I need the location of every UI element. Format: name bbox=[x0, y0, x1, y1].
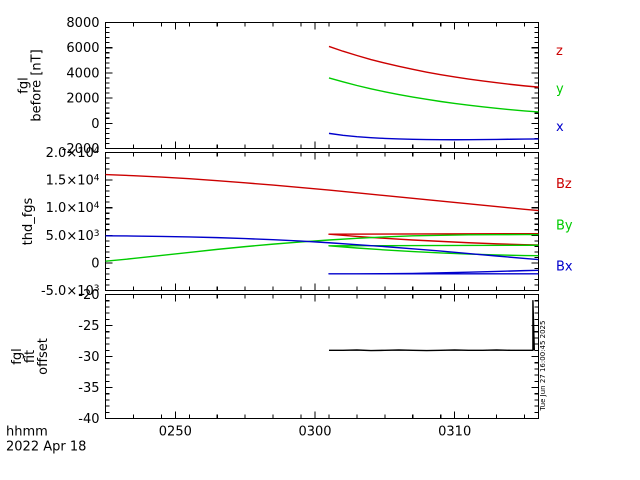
panel-thd-fgs-ylabel: thd_fgs bbox=[21, 197, 36, 245]
panel-fgl-fit-offset-ytick-label: -25 bbox=[78, 319, 99, 334]
panel-fgl-before-ytick-label: -2000 bbox=[62, 142, 100, 157]
panel-fgl-before-ylabel: before [nT] bbox=[30, 49, 45, 121]
panel-fgl-fit-offset-ytick-label: -35 bbox=[78, 381, 99, 396]
panel-fgl-before-series-group bbox=[328, 45, 539, 141]
panel-fgl-before-ytick-label: 2000 bbox=[66, 92, 99, 107]
xaxis-tick-label: 0310 bbox=[438, 425, 471, 440]
panel-fgl-fit-offset-ytick-label: -30 bbox=[78, 350, 99, 365]
panel-thd-fgs-ytick-label: 1.5×104 bbox=[46, 174, 100, 189]
panel-thd-fgs-series-group bbox=[105, 173, 539, 275]
panel-fgl-fit-offset-series-group bbox=[328, 300, 536, 352]
panel-fgl-before-series-x bbox=[328, 132, 539, 141]
panel-fgl-fit-offset-ylabel: fgl bbox=[10, 348, 25, 364]
panel-fgl-before-legend-y: y bbox=[556, 82, 564, 97]
panel-thd-fgs-series-bx bbox=[105, 235, 539, 275]
panel-thd-fgs-legend-bx: Bx bbox=[556, 260, 573, 275]
panel-fgl-before-legend-x: x bbox=[556, 120, 564, 135]
panel-fgl-fit-offset-frame bbox=[104, 293, 540, 420]
panel-fgl-fit-offset-ytick-label: -40 bbox=[78, 412, 99, 427]
panel-fgl-fit-offset-ylabel: offset bbox=[36, 338, 51, 375]
panel-thd-fgs-series-bz bbox=[105, 173, 539, 246]
generation-timestamp: Tue Jun 27 16:00:45 2025 bbox=[539, 321, 547, 412]
panel-fgl-fit-offset-series-fgl-fit-offset bbox=[328, 300, 536, 352]
panel-thd-fgs-ytick-label: 1.0×104 bbox=[46, 201, 100, 216]
panel-thd-fgs-ytick-label: 0 bbox=[91, 256, 99, 271]
panel-thd-fgs-ytick-label: -5.0×103 bbox=[41, 284, 100, 299]
xaxis-date-label: 2022 Apr 18 bbox=[6, 440, 86, 455]
xaxis-tick-label: 0300 bbox=[298, 425, 331, 440]
panel-thd-fgs-frame bbox=[104, 151, 540, 292]
xaxis-tick-label: 0250 bbox=[159, 425, 192, 440]
panel-thd-fgs: 2.0×104 1.5×104 1.0×104 5.0×103 0 -5.0×103 thd… bbox=[21, 146, 573, 299]
panel-fgl-before-legend-z: z bbox=[556, 44, 563, 59]
panel-fgl-fit-offset-ylabel: fit bbox=[23, 350, 38, 363]
panel-thd-fgs-ytick-label: 5.0×103 bbox=[46, 229, 100, 244]
panel-fgl-before-ytick-label: 8000 bbox=[66, 16, 99, 31]
xaxis-unit-label: hhmm bbox=[6, 425, 48, 440]
panel-fgl-before-ylabel: fgl bbox=[17, 77, 32, 93]
panel-fgl-before-ytick-label: 0 bbox=[91, 117, 99, 132]
panel-thd-fgs-legend-by: By bbox=[556, 218, 573, 233]
panel-thd-fgs-ytick-label: 2.0×104 bbox=[46, 146, 100, 161]
panel-fgl-fit-offset-ytick-label: -20 bbox=[78, 288, 99, 303]
panel-thd-fgs-series-by bbox=[105, 233, 539, 262]
panel-fgl-before-frame bbox=[104, 21, 540, 150]
panel-fgl-before-ytick-label: 4000 bbox=[66, 66, 99, 81]
panel-fgl-before-series-z bbox=[328, 45, 539, 88]
panel-fgl-before-series-y bbox=[328, 77, 539, 113]
panel-fgl-before-ytick-label: 6000 bbox=[66, 41, 99, 56]
panel-thd-fgs-legend-bz: Bz bbox=[556, 177, 572, 192]
